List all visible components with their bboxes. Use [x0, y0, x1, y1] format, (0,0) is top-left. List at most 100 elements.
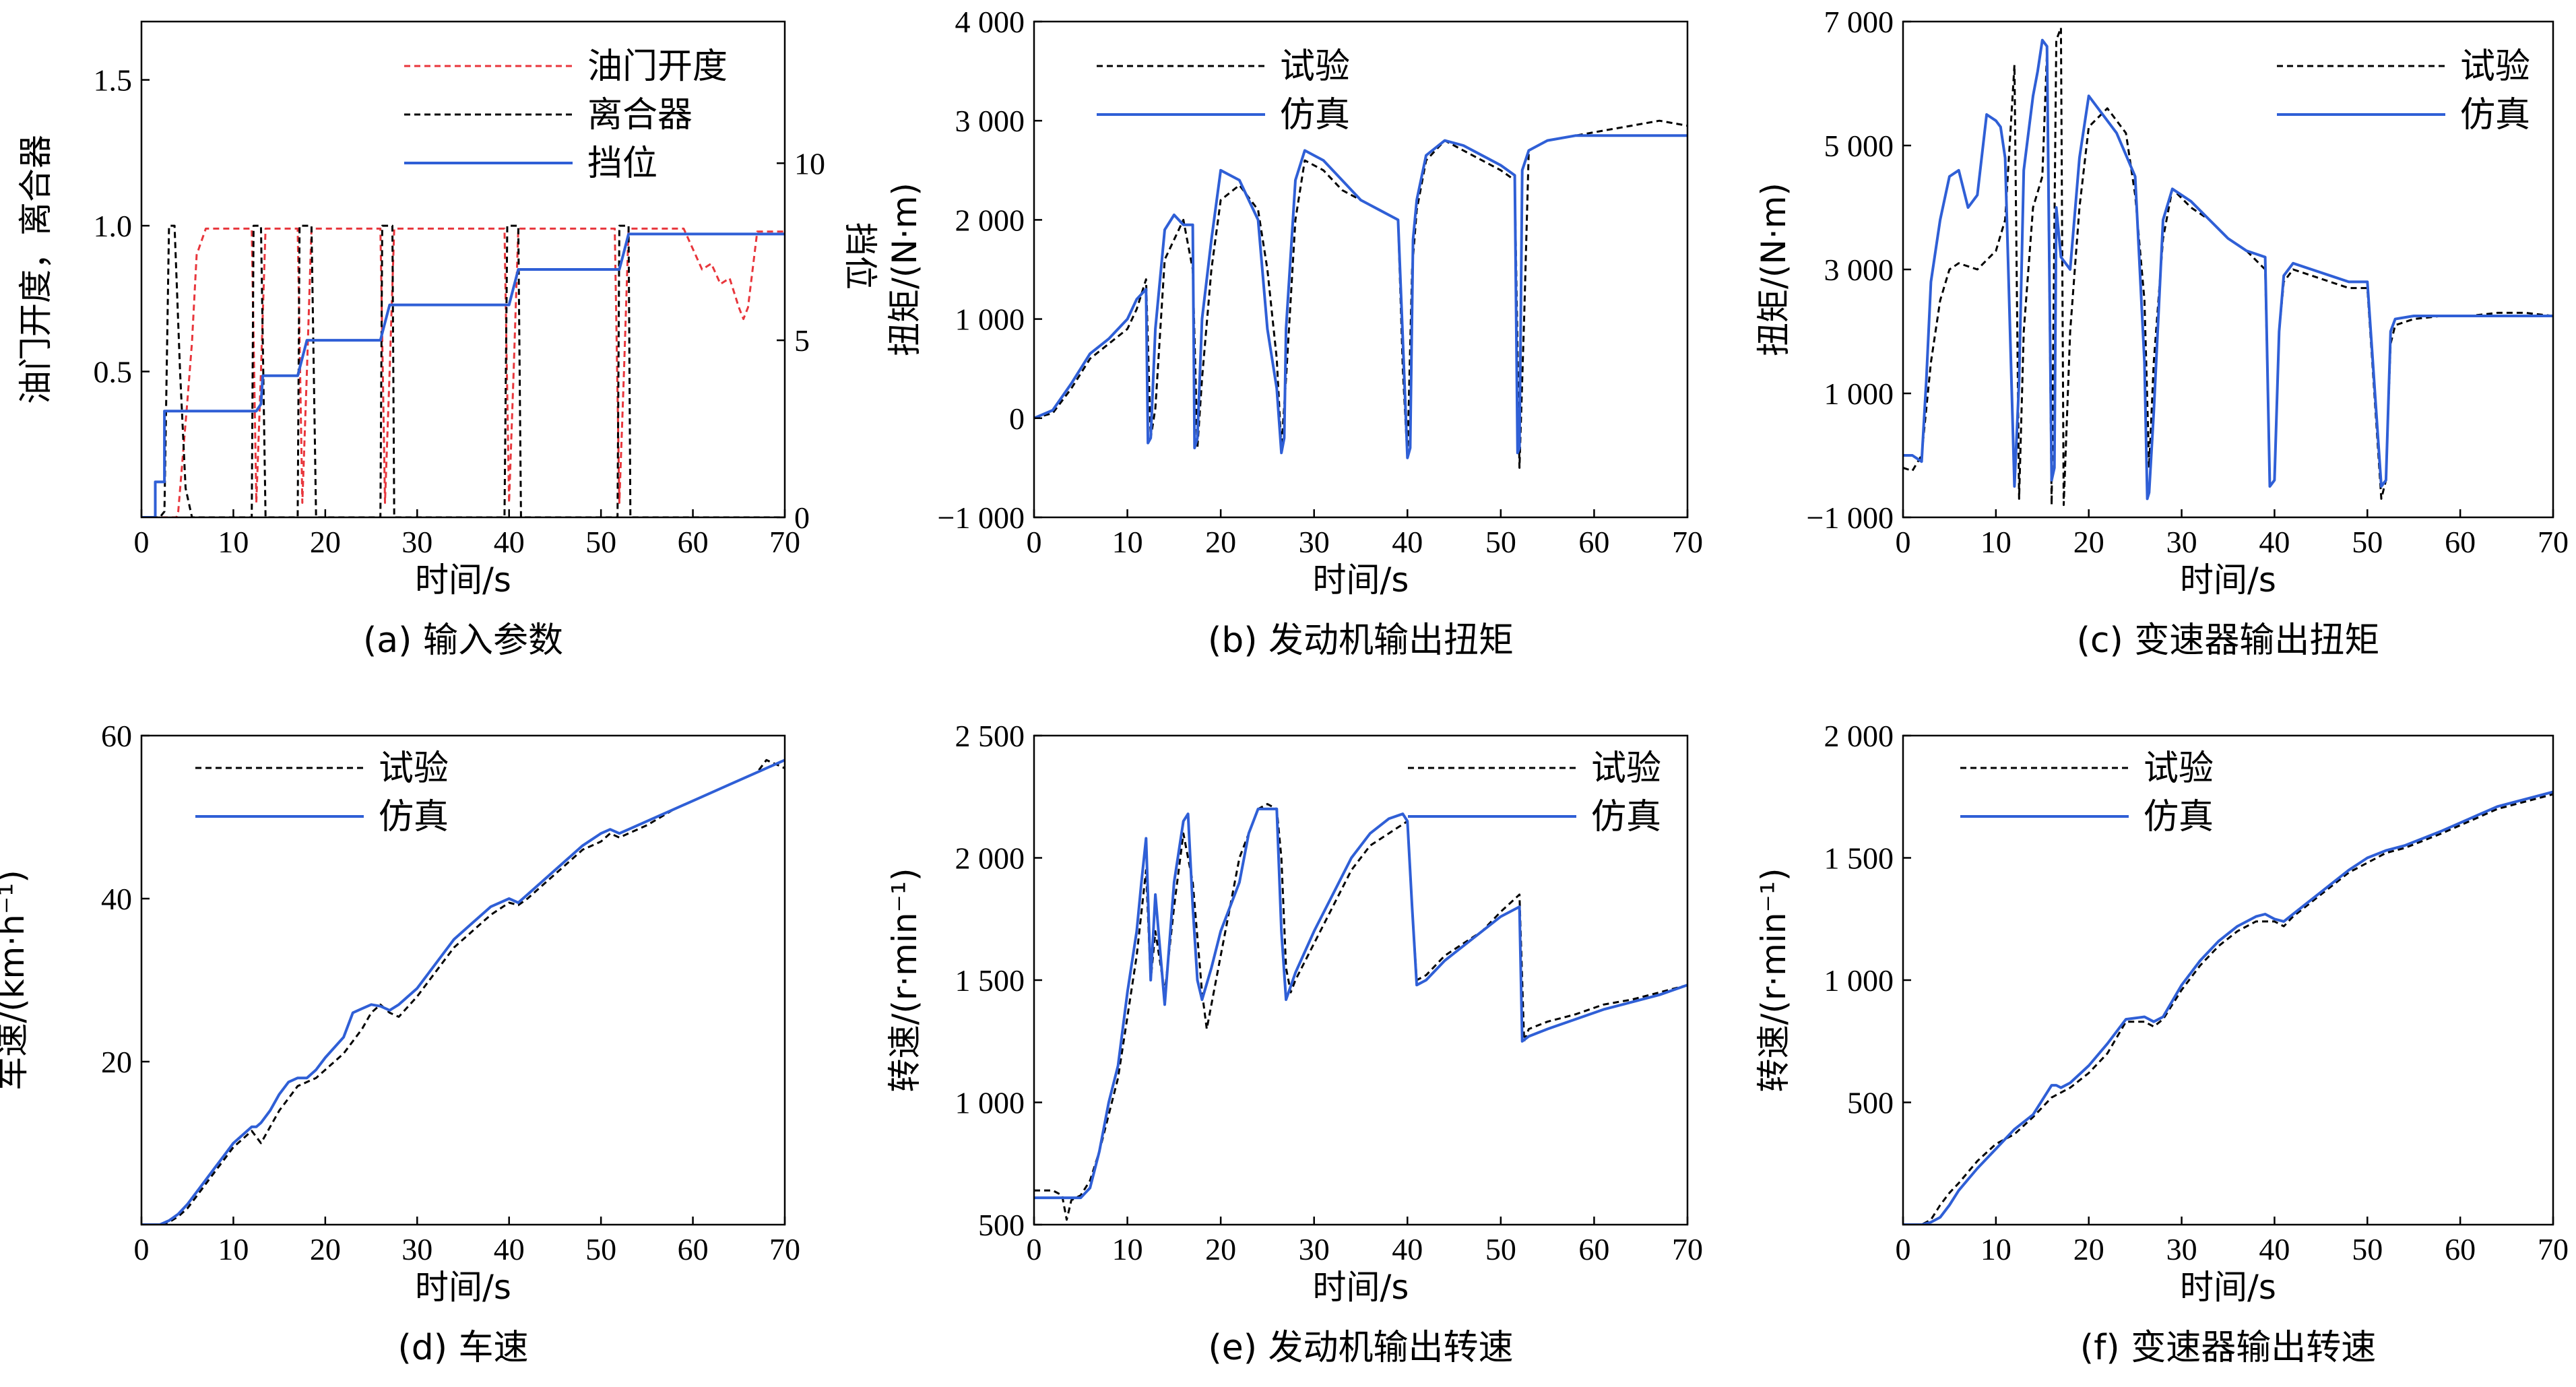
legend-label: 试验: [2144, 748, 2214, 789]
legend-label: 离合器: [587, 95, 693, 135]
y-axis-label: 扭矩/(N·m): [1754, 183, 1793, 356]
x-tick-label: 0: [134, 525, 150, 559]
x-tick-label: 60: [2445, 1232, 2476, 1266]
x-tick-label: 10: [1981, 1232, 2011, 1266]
legend-label: 仿真: [2460, 95, 2530, 135]
x-tick-label: 10: [218, 525, 249, 559]
series-line-d-0: [141, 759, 785, 1225]
x-tick-label: 20: [2073, 525, 2104, 559]
panel-caption: (d) 车速: [397, 1328, 528, 1368]
x-axis-label: 时间/s: [2180, 1268, 2276, 1307]
y-tick-label: 3 000: [955, 104, 1025, 138]
y-tick-label: 500: [1847, 1086, 1894, 1120]
x-tick-label: 0: [134, 1232, 150, 1266]
y-tick-label: 2 000: [1824, 719, 1894, 753]
plot-frame-a: [140, 20, 786, 519]
x-tick-label: 0: [1896, 525, 1911, 559]
series-line-b-1: [1034, 134, 1687, 459]
legend-label: 油门开度: [587, 46, 728, 87]
legend-label: 仿真: [379, 797, 449, 837]
panel-caption: (f) 变速器输出转速: [2080, 1328, 2376, 1368]
chart-panel-d: 0 10 20 30 40 50 60 70 20 40 60 时间/s 车速/(km·h⁻¹) (d) …: [0, 719, 800, 1368]
x-tick-label: 20: [310, 1232, 341, 1266]
x-tick-label: 40: [1392, 1232, 1423, 1266]
legend-label: 仿真: [1591, 797, 1661, 837]
legend-label: 仿真: [1280, 95, 1350, 135]
series-line-c-1: [1903, 38, 2553, 501]
y-tick-label: 0: [1009, 401, 1025, 436]
series-line-f-1: [1903, 790, 2553, 1225]
series-line-f-0: [1903, 793, 2553, 1225]
x-tick-label: 50: [585, 525, 616, 559]
x-tick-label: 20: [1205, 1232, 1236, 1266]
series-line-b-0: [1034, 119, 1687, 469]
chart-panel-e: 0 10 20 30 40 50 60 70 500 1 000 1 500 2 000 2 500 时间…: [885, 719, 1703, 1368]
x-tick-label: 30: [2166, 525, 2197, 559]
legend-label: 挡位: [587, 143, 657, 184]
series-line-d-1: [141, 759, 785, 1225]
x-tick-label: 30: [401, 525, 432, 559]
y-tick-label: 1 500: [955, 963, 1025, 998]
y-tick-label: −1 000: [938, 501, 1025, 535]
panel-caption: (b) 发动机输出扭矩: [1208, 620, 1514, 661]
y-tick-label: 1 000: [1824, 963, 1894, 998]
legend-label: 试验: [2460, 46, 2530, 87]
x-tick-label: 20: [2073, 1232, 2104, 1266]
x-tick-label: 10: [1112, 525, 1143, 559]
panel-caption: (c) 变速器输出扭矩: [2077, 620, 2380, 661]
y-tick-label: 1.5: [94, 63, 133, 98]
y-tick-label: 1 000: [955, 302, 1025, 337]
plot-frame-d: [140, 734, 786, 1226]
chart-panel-f: 0 10 20 30 40 50 60 70 500 1 000 1 500 2 000 时间/s 转速/…: [1754, 719, 2569, 1368]
x-tick-label: 70: [769, 525, 800, 559]
y-tick-label: 2 000: [955, 203, 1025, 237]
y-tick-label: −1 000: [1807, 501, 1894, 535]
x-tick-label: 60: [1578, 525, 1609, 559]
x-tick-label: 20: [1205, 525, 1236, 559]
x-tick-label: 50: [2352, 525, 2383, 559]
y-tick-label: 1.0: [94, 209, 133, 243]
chart-panel-c: 0 10 20 30 40 50 60 70 −1 000 1 000 3 000 5 000 7 00…: [1754, 5, 2569, 661]
x-tick-label: 0: [1027, 525, 1042, 559]
y-tick-label: 3 000: [1824, 253, 1894, 287]
y-tick-label: 500: [978, 1208, 1025, 1242]
y-tick-label: 0.5: [94, 355, 133, 389]
legend-label: 试验: [1591, 748, 1661, 789]
x-axis-label: 时间/s: [415, 560, 511, 600]
y-tick-label: 20: [101, 1045, 132, 1079]
y-tick-label: 1 500: [1824, 841, 1894, 876]
x-tick-label: 70: [769, 1232, 800, 1266]
y2-axis-label: 挡位: [841, 222, 880, 290]
x-tick-label: 10: [1112, 1232, 1143, 1266]
y2-tick-label: 5: [794, 323, 810, 358]
series-line-a-2: [141, 232, 785, 517]
chart-panel-a: 0 10 20 30 40 50 60 70 0.5 1.0 1.5 0 5 10 时间/s 油门开度，离合器…: [16, 20, 880, 661]
y-tick-label: 1 000: [955, 1086, 1025, 1120]
x-axis-label: 时间/s: [1313, 560, 1409, 600]
x-tick-label: 70: [2538, 525, 2569, 559]
y2-tick-label: 10: [794, 146, 825, 181]
x-tick-label: 30: [2166, 1232, 2197, 1266]
x-tick-label: 70: [2538, 1232, 2569, 1266]
y-axis-label: 转速/(r·min⁻¹): [885, 868, 924, 1092]
x-tick-label: 10: [1981, 525, 2011, 559]
plot-frame-f: [1902, 734, 2554, 1226]
plot-frame-c: [1902, 20, 2554, 519]
x-tick-label: 40: [2259, 1232, 2290, 1266]
y-tick-label: 4 000: [955, 5, 1025, 39]
series-line-c-0: [1903, 26, 2553, 507]
panel-caption: (e) 发动机输出转速: [1208, 1328, 1513, 1368]
x-tick-label: 0: [1027, 1232, 1042, 1266]
y-tick-label: 7 000: [1824, 5, 1894, 39]
series-line-e-0: [1034, 803, 1687, 1221]
x-tick-label: 0: [1896, 1232, 1911, 1266]
series-line-a-0: [141, 227, 785, 517]
x-tick-label: 40: [494, 525, 525, 559]
y-tick-label: 2 500: [955, 719, 1025, 753]
x-tick-label: 10: [218, 1232, 249, 1266]
y-tick-label: 2 000: [955, 841, 1025, 876]
y-axis-label: 油门开度，离合器: [16, 135, 55, 404]
x-tick-label: 30: [1299, 1232, 1330, 1266]
